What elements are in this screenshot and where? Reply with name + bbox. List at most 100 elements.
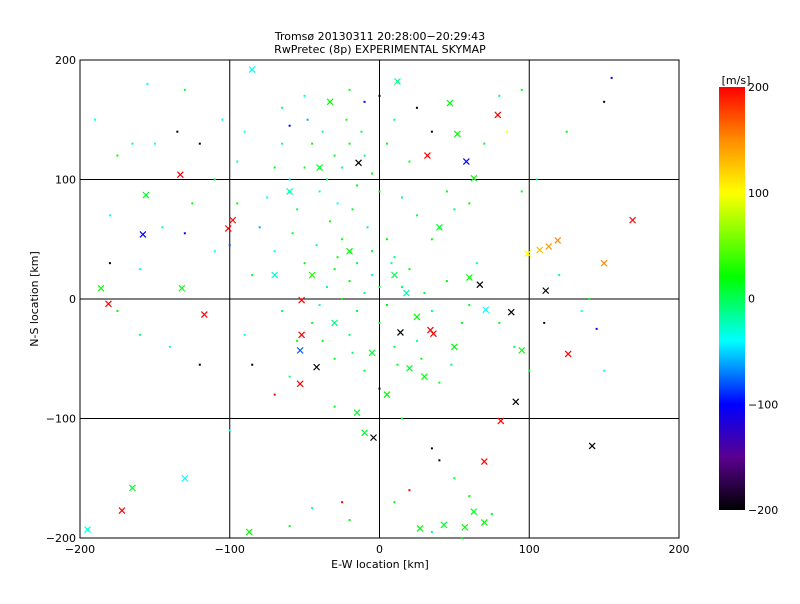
data-dot (213, 178, 216, 181)
data-dot (378, 387, 381, 390)
data-dot (430, 447, 433, 450)
y-tick-label: 100 (55, 174, 76, 187)
data-dot (183, 88, 186, 91)
data-dot (251, 363, 254, 366)
data-cross (554, 237, 562, 244)
data-dot (423, 292, 426, 295)
data-dot (415, 339, 418, 342)
data-dot (430, 531, 433, 534)
data-dot (415, 106, 418, 109)
data-cross (105, 300, 112, 308)
data-cross (229, 216, 237, 224)
data-dot (396, 363, 399, 366)
data-dot (161, 226, 164, 229)
data-cross (346, 247, 353, 255)
data-cross (296, 346, 304, 354)
data-dot (108, 214, 111, 217)
data-dot (303, 94, 306, 97)
data-dot (341, 298, 344, 300)
data-dot (356, 309, 359, 312)
x-tick-label: −200 (65, 543, 95, 556)
colorbar-tick-label: −200 (748, 504, 778, 517)
data-dot (371, 274, 374, 277)
data-dot (535, 178, 538, 181)
data-dot (580, 309, 583, 312)
data-dot (390, 262, 393, 265)
data-dot (108, 262, 111, 265)
data-dot (445, 190, 448, 193)
data-dot (415, 214, 418, 217)
data-dot (558, 274, 561, 277)
data-cross (497, 417, 505, 425)
data-dot (393, 501, 396, 504)
data-dot (345, 118, 348, 121)
data-dot (258, 226, 261, 229)
data-dot (116, 309, 119, 312)
data-dot (288, 375, 291, 378)
y-tick-label: 0 (69, 293, 76, 306)
data-dot (273, 393, 276, 396)
data-cross (353, 409, 361, 416)
data-cross (298, 331, 306, 339)
data-dot (221, 118, 224, 121)
data-dot (321, 130, 324, 133)
data-cross (181, 474, 189, 482)
data-cross (128, 484, 136, 492)
data-cross (271, 271, 279, 279)
data-dot (351, 351, 354, 354)
data-dot (348, 519, 351, 522)
data-dot (273, 166, 276, 169)
data-dot (505, 130, 508, 133)
data-cross (308, 271, 316, 279)
data-dot (420, 357, 423, 360)
data-dot (303, 166, 306, 169)
data-cross (394, 78, 401, 85)
data-dot (198, 142, 201, 145)
data-dot (351, 208, 354, 211)
data-dot (281, 309, 284, 312)
x-axis-label: E-W location [km] (331, 558, 429, 571)
data-dot (281, 142, 284, 145)
data-dot (385, 238, 388, 241)
data-dot (288, 124, 291, 127)
data-dot (191, 202, 194, 205)
y-tick-labels: −200 −100 0 100 200 (46, 54, 76, 545)
data-dot (341, 501, 344, 504)
data-dot (336, 202, 339, 205)
data-dot (228, 244, 231, 247)
data-dot (378, 94, 381, 97)
data-dot (408, 489, 411, 492)
data-dot (116, 154, 119, 157)
data-dot (603, 369, 606, 372)
data-cross (482, 306, 490, 314)
data-dot (153, 142, 156, 145)
data-dot (326, 286, 329, 289)
data-cross (465, 274, 473, 281)
data-dot (430, 309, 433, 312)
data-cross (545, 242, 553, 250)
data-dot (453, 477, 456, 480)
data-dot (356, 262, 359, 265)
data-dot (400, 196, 403, 199)
data-cross (286, 188, 294, 195)
data-dot (288, 525, 291, 528)
data-cross (331, 319, 338, 327)
data-dot (348, 88, 351, 91)
chart-subtitle: RwPretec (8p) EXPERIMENTAL SKYMAP (274, 43, 486, 56)
data-dot (565, 130, 568, 133)
data-dot (378, 190, 381, 193)
data-dot (603, 100, 606, 103)
data-dot (311, 321, 314, 324)
data-cross (600, 259, 608, 267)
data-cross (142, 191, 150, 199)
colorbar-tick-label: −100 (748, 398, 778, 411)
data-dot (348, 142, 351, 145)
data-dot (393, 118, 396, 121)
data-dot (371, 172, 374, 175)
y-tick-label: −100 (46, 413, 76, 426)
data-dot (393, 345, 396, 348)
data-dot (198, 363, 201, 366)
data-cross (370, 434, 377, 442)
data-dot (348, 333, 351, 336)
